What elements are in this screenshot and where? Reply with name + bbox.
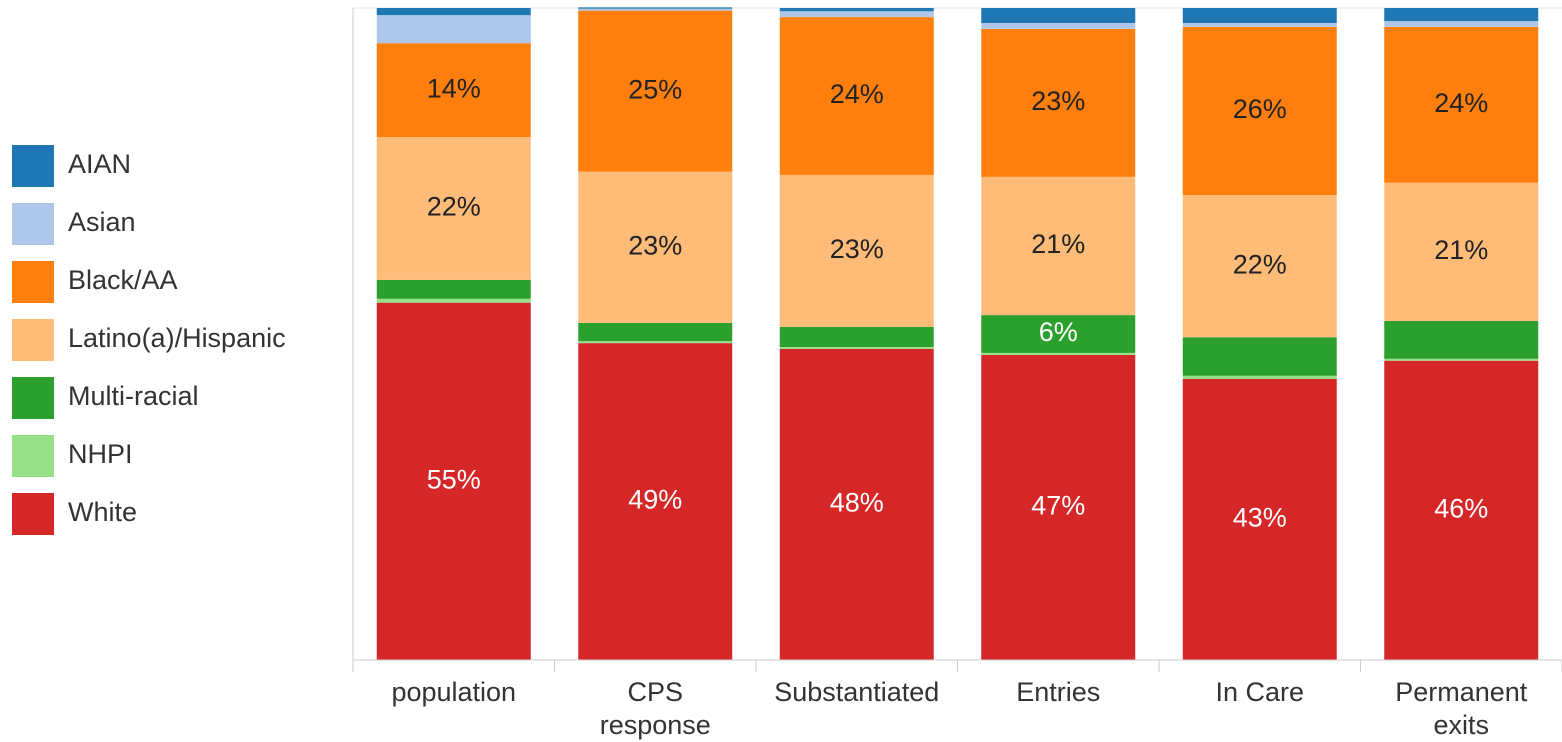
- x-tick-label: Permanent exits: [1395, 677, 1528, 740]
- x-tick-label-box: Substantiated: [774, 676, 939, 709]
- data-label: 55%: [427, 464, 481, 494]
- data-label: 48%: [830, 488, 884, 518]
- x-tick-label: In Care: [1215, 677, 1305, 707]
- data-label: 49%: [628, 485, 682, 515]
- bar-segment: [1182, 22, 1337, 27]
- bar-segment: [376, 15, 531, 44]
- bar-segment: [1384, 26, 1539, 183]
- legend-swatch: [12, 377, 54, 419]
- data-label: 21%: [1031, 229, 1085, 259]
- data-label: 14%: [427, 73, 481, 103]
- bar-segment: [376, 137, 531, 280]
- legend-label: White: [68, 497, 137, 527]
- bar-segment: [779, 174, 934, 327]
- bar-segment: [376, 8, 531, 16]
- data-label: 22%: [1233, 249, 1287, 279]
- legend-swatch: [12, 435, 54, 477]
- legend-swatch: [12, 493, 54, 535]
- bar-segment: [578, 10, 733, 172]
- data-label: 23%: [1031, 86, 1085, 116]
- bar-segment: [1384, 182, 1539, 321]
- legend-swatch: [12, 261, 54, 303]
- bar-segment: [376, 279, 531, 299]
- bar-segment: [1384, 8, 1539, 22]
- legend-label: Latino(a)/Hispanic: [68, 323, 286, 353]
- x-tick-label: population: [391, 677, 517, 707]
- bar-segment: [981, 22, 1136, 29]
- bar-segment: [981, 315, 1136, 353]
- bar-segment: [1182, 26, 1337, 196]
- bar-segment: [376, 43, 531, 138]
- x-tick-label: CPS response: [599, 677, 711, 740]
- x-tick-label-box: CPS response: [580, 676, 730, 742]
- bar-segment: [1384, 360, 1539, 660]
- x-tick-label-box: Entries: [983, 676, 1133, 709]
- data-label: 23%: [830, 234, 884, 264]
- bar-segment: [1182, 8, 1337, 23]
- legend-swatch: [12, 203, 54, 245]
- x-tick-label-box: Permanent exits: [1386, 676, 1536, 742]
- data-label: 21%: [1434, 235, 1488, 265]
- bar-segment: [1182, 195, 1337, 338]
- legend-label: Asian: [68, 207, 136, 237]
- bar-segment: [981, 176, 1136, 316]
- bar-segment: [1182, 337, 1337, 376]
- bar-segment: [578, 7, 733, 9]
- bar-segment: [578, 322, 733, 342]
- legend-label: Black/AA: [68, 265, 178, 295]
- x-tick-label-box: population: [379, 676, 529, 709]
- bar-segment: [779, 326, 934, 348]
- x-tick-label: Entries: [1016, 677, 1101, 707]
- legend-label: Multi-racial: [68, 381, 199, 411]
- x-tick-label-box: In Care: [1185, 676, 1335, 709]
- data-label: 24%: [830, 79, 884, 109]
- data-label: 43%: [1233, 503, 1287, 533]
- bar-segment: [981, 28, 1136, 177]
- bar-segment: [1384, 21, 1539, 27]
- bar-segment: [578, 8, 733, 11]
- bar-segment: [1182, 375, 1337, 379]
- bar-segment: [376, 298, 531, 303]
- data-label: 26%: [1233, 94, 1287, 124]
- bar-segment: [376, 302, 531, 660]
- bar-segment: [779, 347, 934, 349]
- bar-segment: [1384, 320, 1539, 359]
- data-label: 22%: [427, 192, 481, 222]
- bar-segment: [779, 8, 934, 12]
- bar-segment: [779, 11, 934, 18]
- data-label: 47%: [1031, 491, 1085, 521]
- data-label: 23%: [628, 230, 682, 260]
- data-label: 24%: [1434, 88, 1488, 118]
- x-tick-label: Substantiated: [774, 677, 940, 707]
- data-label: 46%: [1434, 493, 1488, 523]
- bar-segment: [1384, 358, 1539, 361]
- bar-segment: [981, 352, 1136, 355]
- bar-segment: [779, 17, 934, 175]
- bar-segment: [578, 171, 733, 323]
- legend-swatch: [12, 319, 54, 361]
- data-label: 6%: [1039, 317, 1078, 347]
- bar-segment: [578, 343, 733, 660]
- bar-segment: [981, 354, 1136, 660]
- data-label: 25%: [628, 74, 682, 104]
- bar-segment: [779, 348, 934, 660]
- legend-label: NHPI: [68, 439, 133, 469]
- bar-segment: [981, 8, 1136, 23]
- bar-segment: [578, 341, 733, 344]
- legend-label: AIAN: [68, 149, 131, 179]
- legend-swatch: [12, 145, 54, 187]
- bar-segment: [1182, 378, 1337, 660]
